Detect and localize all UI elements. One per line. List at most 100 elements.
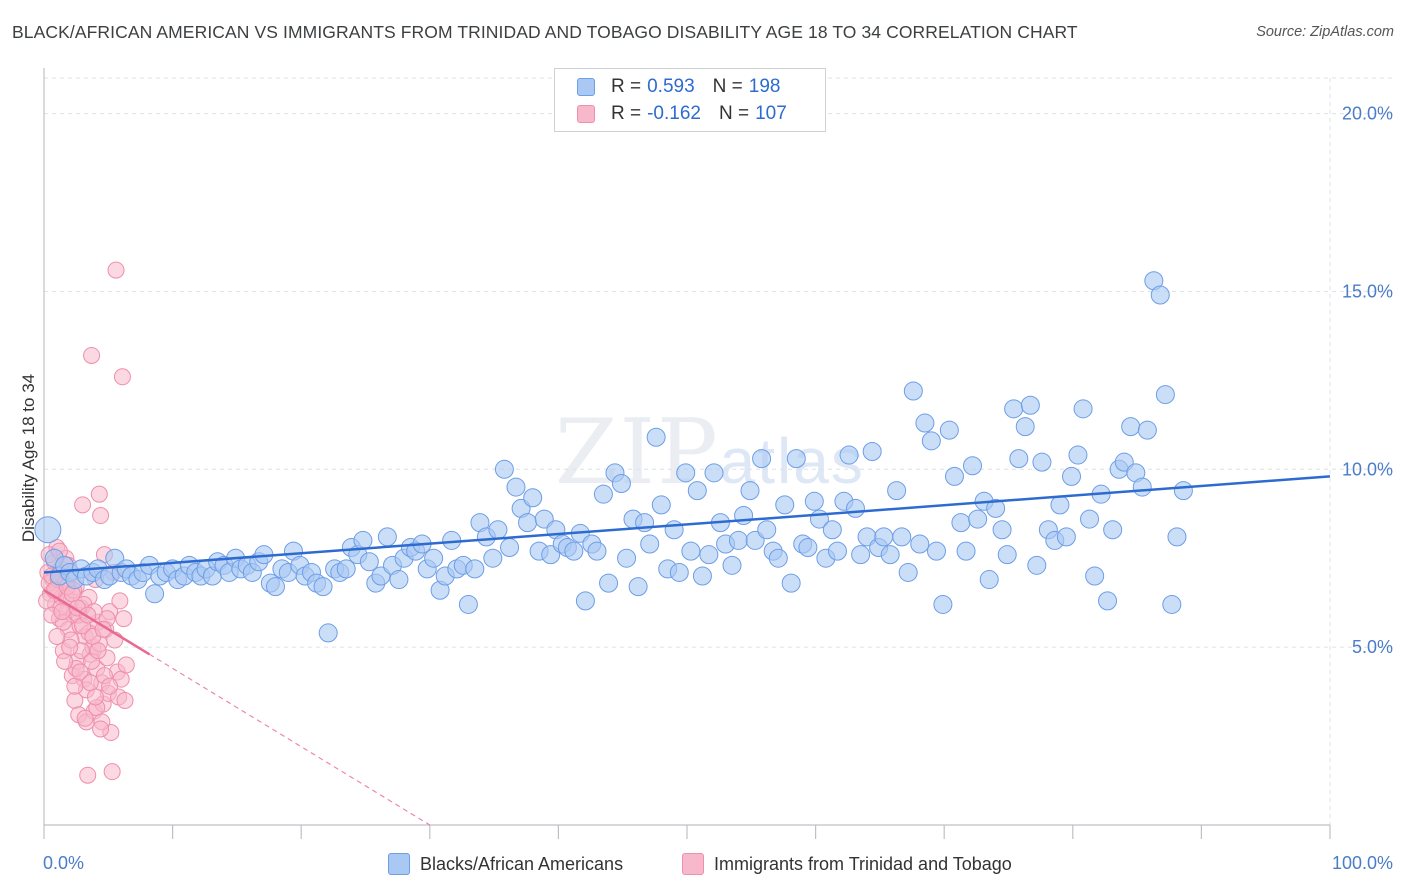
data-point-blacks [1121, 417, 1141, 437]
data-point-blacks [424, 548, 444, 568]
bottom-legend-swatch-blue [388, 853, 410, 875]
data-point-blacks [1004, 399, 1024, 419]
data-point-blacks [145, 584, 165, 604]
data-point-blacks [962, 456, 982, 476]
legend-n-value: 198 [748, 76, 781, 97]
x-tick-label: 0.0% [43, 853, 84, 873]
data-point-blacks [992, 520, 1012, 540]
y-tick-label: 10.0% [1342, 459, 1393, 479]
gridlines [44, 77, 1392, 825]
y-tick-label: 15.0% [1342, 281, 1393, 301]
data-point-blacks [768, 548, 788, 568]
data-point-blacks [1132, 477, 1152, 497]
data-point-blacks [359, 552, 379, 572]
bottom-legend-trinidad: Immigrants from Trinidad and Tobago [682, 852, 1012, 876]
data-point-blacks [1015, 417, 1035, 437]
data-point-blacks [880, 545, 900, 565]
data-point-blacks [651, 495, 671, 515]
data-point-trinidad [74, 496, 92, 514]
data-point-blacks [1173, 481, 1193, 501]
legend-n-label: N = [718, 103, 750, 124]
chart-title: BLACK/AFRICAN AMERICAN VS IMMIGRANTS FRO… [12, 22, 1078, 42]
data-point-blacks [1032, 452, 1052, 472]
data-point-blacks [874, 527, 894, 547]
data-point-trinidad [111, 592, 129, 610]
data-point-trinidad [101, 677, 119, 695]
data-point-blacks [628, 577, 648, 597]
data-point-blacks [915, 413, 935, 433]
data-point-trinidad [103, 763, 121, 781]
trend-line-blacks [43, 475, 1331, 574]
data-point-blacks [887, 481, 907, 501]
data-point-blacks [839, 445, 859, 465]
data-point-blacks [798, 538, 818, 558]
bottom-legend-label-blacks: Blacks/African Americans [420, 853, 624, 874]
data-point-trinidad [81, 674, 99, 692]
data-point-blacks [593, 484, 613, 504]
data-point-blacks [617, 548, 637, 568]
data-point-blacks [587, 541, 607, 561]
data-point-trinidad [94, 620, 112, 638]
data-point-trinidad [92, 507, 110, 525]
legend-r-label: R = [611, 103, 642, 124]
data-point-blacks [1162, 594, 1182, 614]
data-point-blacks [862, 442, 882, 461]
data-point-blacks [979, 570, 999, 590]
data-point-blacks [786, 449, 806, 469]
data-point-blacks [804, 491, 824, 511]
data-point-blacks [506, 477, 526, 497]
data-point-blacks [523, 488, 543, 508]
data-point-blacks [1068, 445, 1088, 465]
legend-row-trinidad: R = -0.162 N = 107 [577, 101, 787, 127]
y-tick-label: 5.0% [1352, 637, 1393, 657]
data-point-blacks [687, 481, 707, 501]
data-point-blacks [956, 541, 976, 561]
data-point-blacks [822, 520, 842, 540]
data-point-blacks [1062, 466, 1082, 486]
x-tick-label: 100.0% [1332, 853, 1393, 873]
legend-swatch-blue [577, 78, 595, 96]
data-point-blacks [692, 566, 712, 586]
data-point-blacks [845, 498, 865, 518]
data-point-blacks [1137, 420, 1157, 440]
data-point-trinidad [83, 346, 101, 364]
data-point-blacks [483, 548, 503, 568]
data-point-blacks [757, 520, 777, 540]
data-point-trinidad [86, 688, 104, 706]
data-point-trinidad [90, 485, 108, 503]
data-point-blacks [921, 431, 941, 451]
data-point-trinidad [89, 642, 107, 660]
bottom-legend-label-trinidad: Immigrants from Trinidad and Tobago [714, 853, 1012, 874]
chart-source: Source: ZipAtlas.com [1256, 24, 1394, 40]
data-point-trinidad [115, 610, 133, 628]
data-point-blacks [353, 530, 373, 550]
data-point-trinidad [107, 261, 125, 279]
data-point-blacks [827, 541, 847, 561]
data-point-blacks [318, 623, 338, 643]
data-point-blacks [933, 594, 953, 614]
series-immigrants-trinidad-tobago [38, 261, 135, 784]
data-point-blacks [34, 516, 62, 544]
data-point-trinidad [66, 677, 84, 695]
y-tick-label: 20.0% [1342, 104, 1393, 124]
data-point-blacks [722, 555, 742, 575]
data-point-blacks [1098, 591, 1118, 611]
data-point-blacks [699, 545, 719, 565]
trend-lines [43, 475, 1331, 826]
data-point-trinidad [92, 720, 110, 738]
data-point-blacks [704, 463, 724, 483]
data-point-blacks [389, 570, 409, 590]
data-point-blacks [898, 562, 918, 582]
tick-labels: 5.0% 10.0% 15.0% 20.0% 0.0% 100.0% Disability … [19, 104, 1393, 873]
data-point-blacks [1167, 527, 1187, 547]
data-point-blacks [944, 466, 964, 486]
legend-r-value: -0.162 [647, 103, 701, 124]
data-point-trinidad [79, 766, 97, 784]
data-point-blacks [926, 541, 946, 561]
data-point-trinidad [71, 663, 89, 681]
data-point-trinidad [56, 652, 74, 670]
data-point-blacks [676, 463, 696, 483]
data-point-blacks [892, 527, 912, 547]
data-point-blacks [681, 541, 701, 561]
data-point-blacks [1009, 449, 1029, 469]
